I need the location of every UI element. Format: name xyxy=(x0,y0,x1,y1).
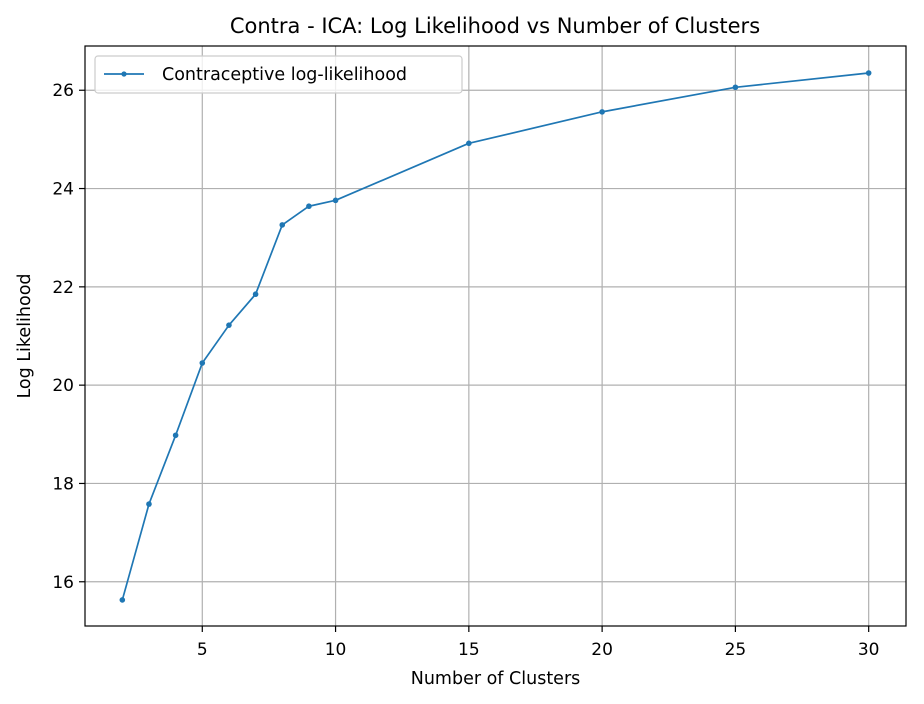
data-point xyxy=(146,501,152,507)
x-tick-label: 15 xyxy=(458,640,480,660)
x-tick-label: 25 xyxy=(725,640,747,660)
legend-marker-swatch xyxy=(121,71,127,77)
y-tick-label: 22 xyxy=(52,278,74,298)
y-tick-label: 26 xyxy=(52,81,74,101)
y-tick-label: 24 xyxy=(52,180,74,200)
data-point xyxy=(279,222,286,228)
x-tick-label: 20 xyxy=(591,640,613,660)
data-point xyxy=(466,140,472,147)
legend: Contraceptive log-likelihood xyxy=(94,55,463,94)
x-tick-label: 5 xyxy=(197,640,208,660)
data-point xyxy=(252,291,259,298)
data-point xyxy=(119,597,126,603)
x-axis-label: Number of Clusters xyxy=(411,669,581,689)
series-layer xyxy=(119,70,872,603)
data-point xyxy=(172,432,179,439)
data-point xyxy=(306,203,312,210)
y-tick-label: 18 xyxy=(52,474,74,494)
x-tick-label: 30 xyxy=(858,640,880,660)
data-point xyxy=(732,84,739,91)
axis-ticks: 5 10 15 20 25 30 16 18 20 22 24 26 xyxy=(52,81,879,660)
chart-title: Contra - ICA: Log Likelihood vs Number o… xyxy=(230,14,760,38)
data-point xyxy=(865,70,872,76)
legend-box xyxy=(94,55,463,94)
y-tick-label: 16 xyxy=(52,573,74,593)
legend-label: Contraceptive log-likelihood xyxy=(162,65,407,85)
data-point xyxy=(332,197,339,204)
y-tick-label: 20 xyxy=(52,376,74,396)
data-point xyxy=(199,360,206,366)
data-point xyxy=(226,322,232,328)
plot-area-frame xyxy=(84,45,907,627)
x-tick-label: 10 xyxy=(325,640,347,660)
y-axis-label: Log Likelihood xyxy=(15,273,35,398)
data-point xyxy=(599,109,605,115)
